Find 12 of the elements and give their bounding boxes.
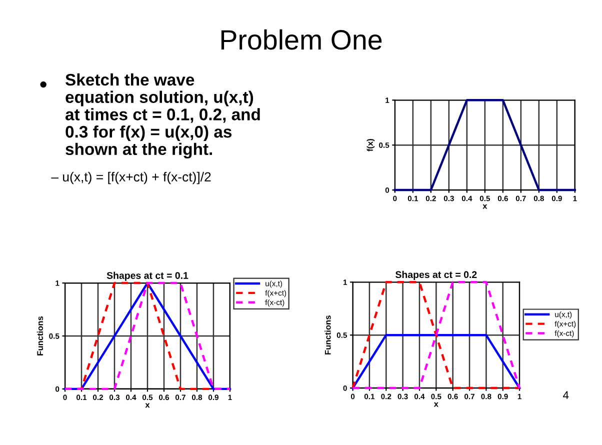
y-axis-title: Functions (324, 316, 331, 354)
x-axis-title: x (145, 403, 150, 408)
text: 4 (563, 391, 569, 399)
y-axis-title: f(x) (366, 139, 375, 152)
x-axis-title: x (482, 204, 488, 209)
text: Problem One (221, 29, 382, 50)
x-axis-title: x (434, 402, 438, 407)
y-axis-title: Functions (36, 316, 44, 356)
chart-title: Shapes at ct = 0.2 (395, 270, 477, 280)
chart-title: Shapes at ct = 0.1 (106, 272, 188, 281)
text: – u(x,t) = [f(x+ct) + f(x-ct)]/2 (51, 172, 211, 184)
text: Sketch the wave equation solution, u(x,t) at times ct = 0.1, 0.2, and 0.3 for f(x) = u(x,0) as shown at the right. (65, 73, 260, 158)
